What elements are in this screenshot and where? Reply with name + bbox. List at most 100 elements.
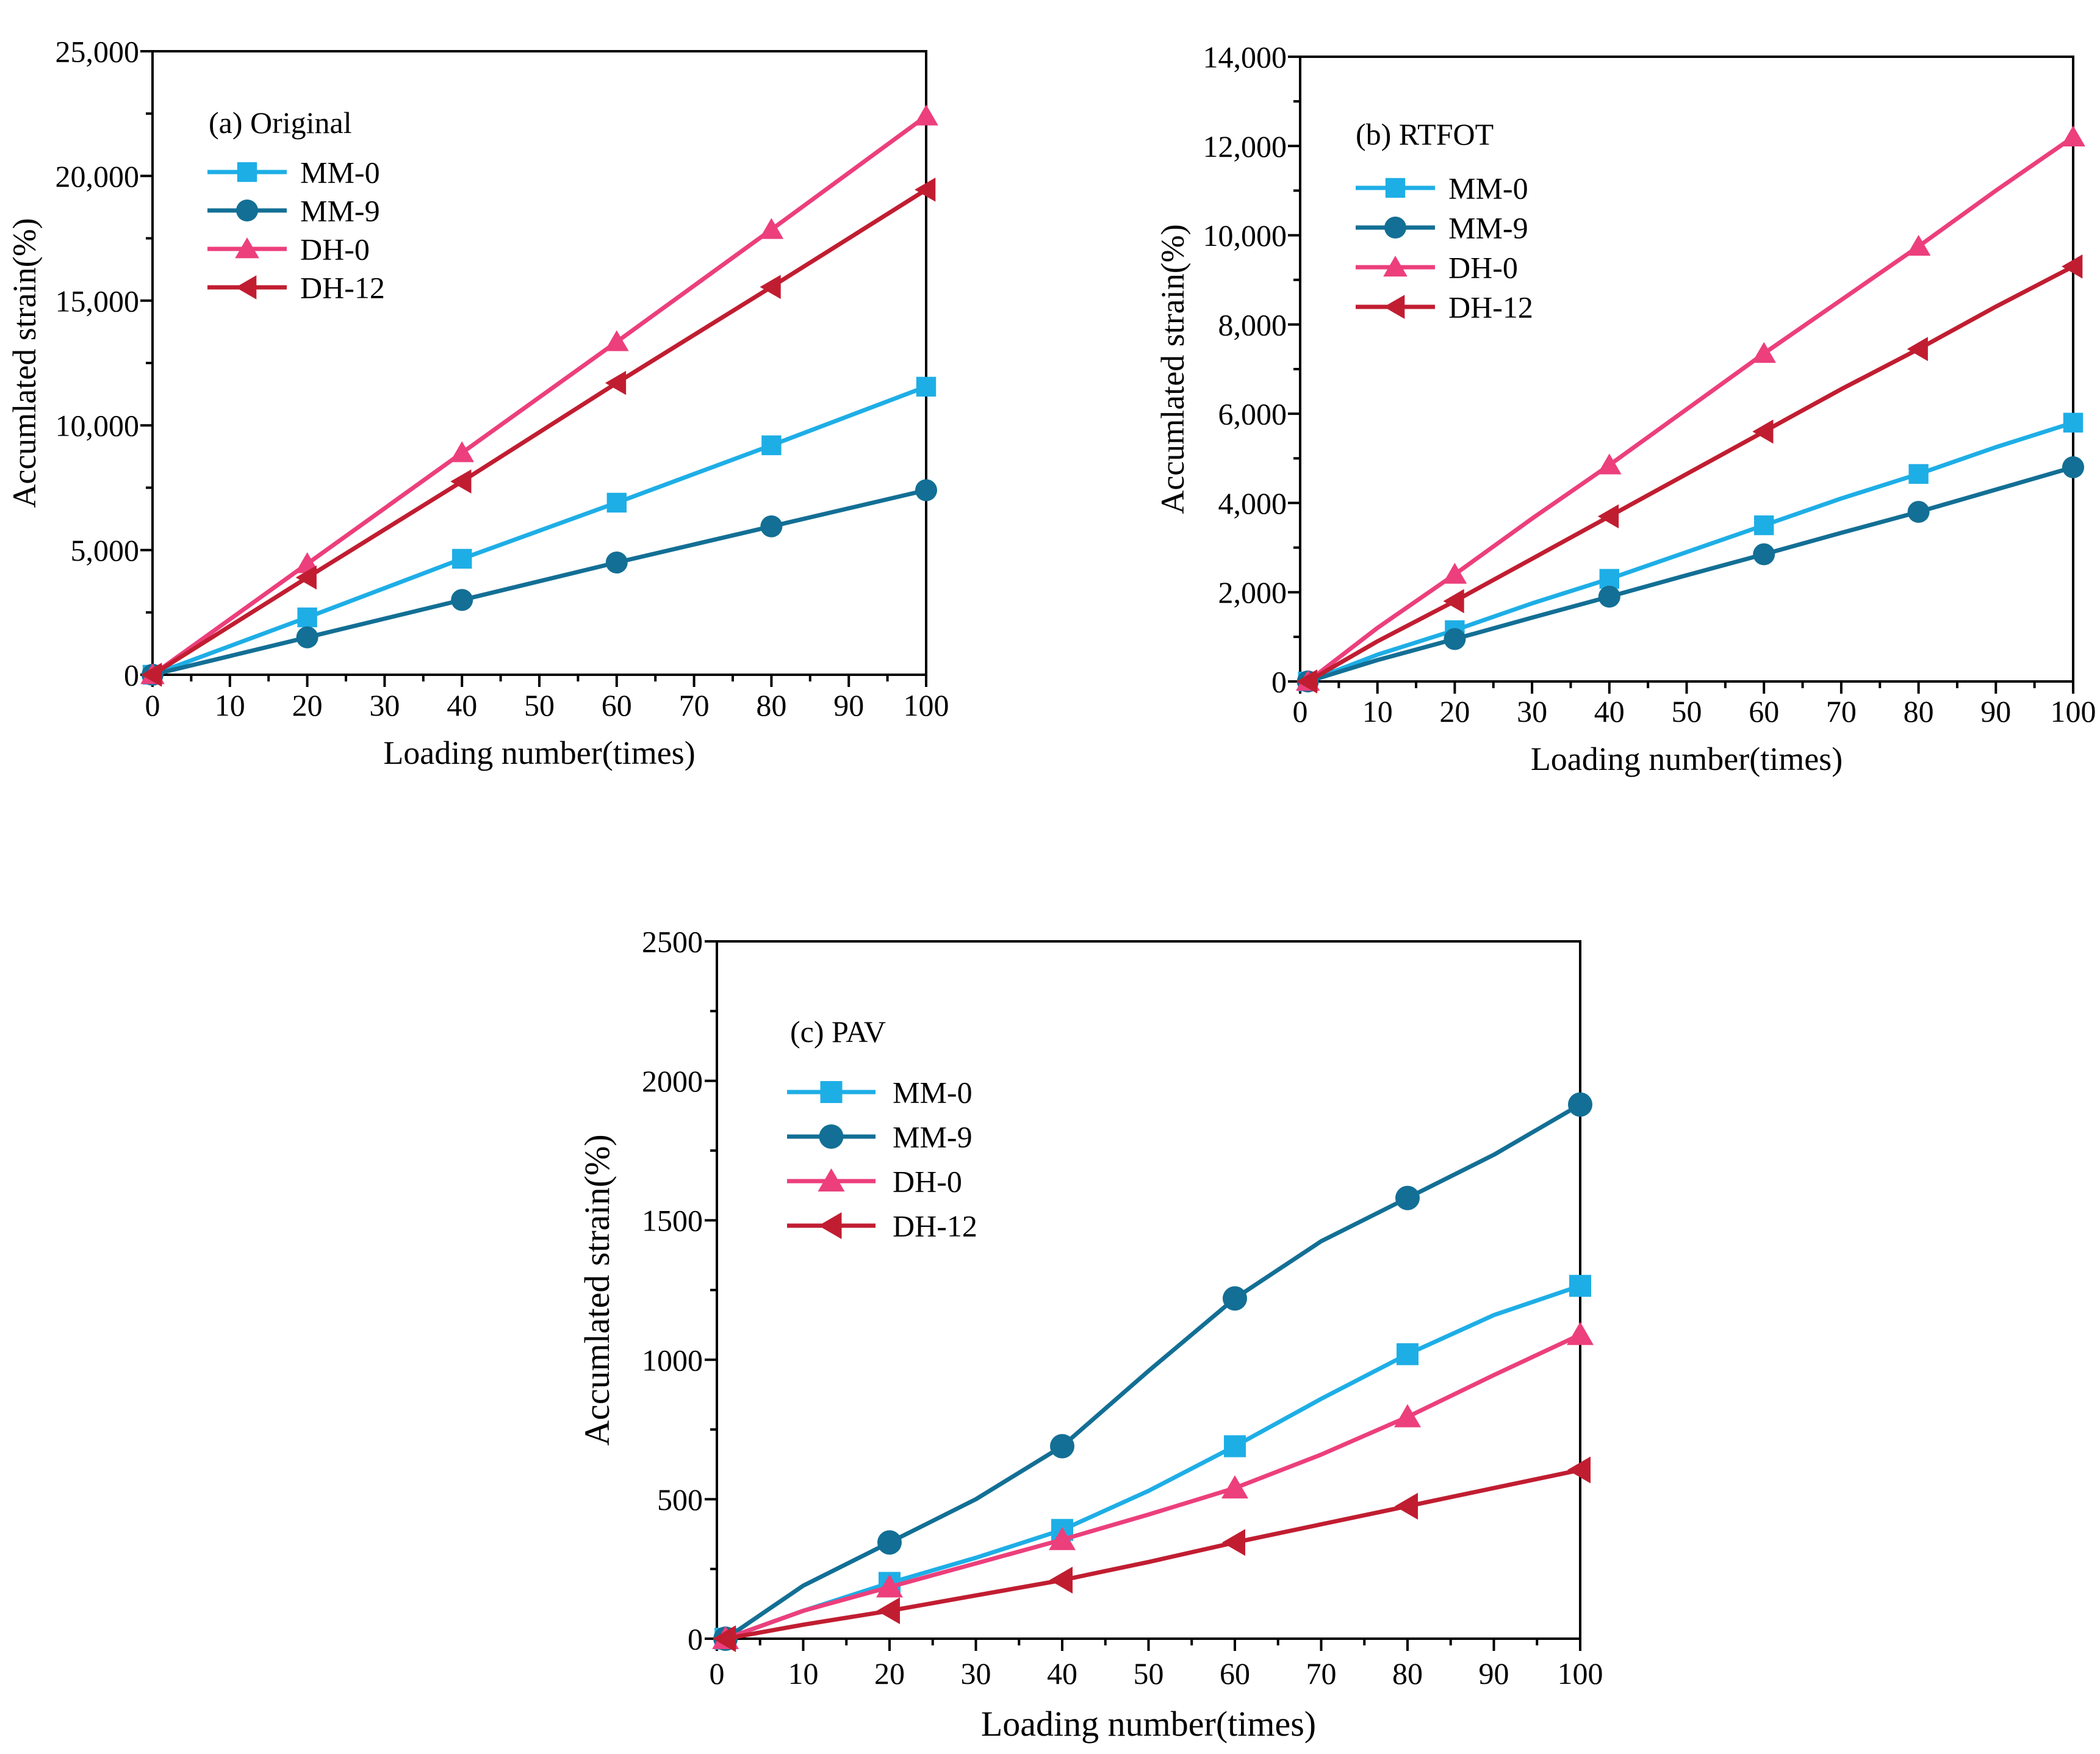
legend-marker-mm-9 (1384, 217, 1406, 239)
legend-label-mm-0: MM-0 (893, 1076, 973, 1110)
y-tick-label: 15,000 (56, 284, 140, 318)
x-tick-label: 60 (1749, 694, 1779, 728)
y-tick-label: 8,000 (1218, 307, 1287, 342)
data-point-dh-0 (1906, 234, 1931, 256)
data-point-mm-9 (1395, 1185, 1420, 1210)
y-tick-label: 25,000 (56, 35, 140, 69)
legend-marker-mm-0 (820, 1081, 843, 1103)
x-tick-label: 20 (874, 1656, 905, 1691)
data-point-dh-12 (141, 663, 162, 687)
x-tick-label: 40 (1594, 694, 1625, 728)
data-point-dh-12 (1443, 589, 1464, 614)
data-point-dh-0 (1442, 563, 1467, 584)
data-point-dh-0 (759, 218, 784, 239)
data-point-dh-0 (876, 1574, 903, 1598)
data-point-mm-9 (605, 552, 628, 574)
series-line-mm-0 (150, 384, 929, 677)
x-axis-label: Loading number(times) (981, 1704, 1316, 1744)
y-tick-label: 0 (1271, 665, 1287, 699)
data-point-mm-0 (297, 607, 317, 628)
x-tick-label: 70 (679, 688, 710, 722)
series-line-dh-0 (1306, 135, 2076, 684)
series-line-dh-12 (150, 187, 929, 677)
x-tick-label: 100 (904, 688, 949, 722)
x-tick-label: 60 (602, 688, 632, 722)
data-point-dh-0 (1752, 342, 1776, 363)
data-point-dh-12 (713, 1625, 736, 1652)
legend-label-dh-0: DH-0 (1448, 251, 1518, 285)
data-point-mm-0 (606, 492, 627, 513)
x-tick-label: 50 (1134, 1656, 1164, 1691)
x-tick-label: 10 (215, 688, 245, 722)
data-point-dh-0 (914, 104, 938, 126)
legend-label-mm-0: MM-0 (300, 156, 380, 190)
data-point-mm-9 (451, 589, 473, 611)
data-point-dh-12 (760, 275, 781, 300)
data-point-mm-9 (915, 479, 937, 501)
data-point-mm-9 (1050, 1434, 1074, 1459)
data-point-dh-0 (1049, 1526, 1076, 1550)
y-tick-label: 1500 (642, 1204, 703, 1238)
data-point-mm-0 (1397, 1343, 1419, 1365)
data-point-dh-0 (450, 441, 474, 462)
x-tick-label: 30 (369, 688, 400, 722)
x-tick-label: 30 (1517, 694, 1547, 728)
x-tick-label: 80 (756, 688, 786, 722)
data-point-mm-0 (1599, 569, 1619, 589)
legend-label-dh-12: DH-12 (893, 1209, 977, 1243)
data-point-mm-0 (1569, 1274, 1591, 1297)
y-axis-label: Accumlated strain(%) (6, 218, 43, 508)
y-tick-label: 5,000 (71, 533, 140, 567)
x-tick-label: 0 (710, 1656, 725, 1691)
data-point-dh-12 (1597, 504, 1619, 529)
x-tick-label: 30 (961, 1656, 991, 1691)
series-line-mm-9 (723, 1102, 1583, 1641)
x-tick-label: 80 (1392, 1656, 1423, 1691)
data-point-mm-0 (916, 376, 937, 397)
data-point-mm-9 (877, 1530, 902, 1555)
panel-label: (b) RTFOT (1356, 117, 1494, 151)
data-point-mm-0 (1908, 464, 1929, 484)
data-point-dh-0 (1567, 1321, 1594, 1345)
y-tick-label: 0 (688, 1622, 703, 1656)
legend-label-dh-12: DH-12 (300, 271, 385, 305)
series-line-mm-9 (1306, 465, 2076, 684)
data-point-mm-9 (760, 515, 783, 537)
y-tick-label: 10,000 (1203, 218, 1287, 253)
data-point-dh-12 (605, 370, 627, 395)
legend-marker-mm-0 (1385, 178, 1406, 198)
legend-marker-dh-0 (235, 237, 259, 259)
y-tick-label: 14,000 (1203, 40, 1287, 74)
y-tick-label: 4,000 (1218, 486, 1287, 520)
data-point-dh-12 (2062, 254, 2083, 279)
x-tick-label: 50 (524, 688, 555, 722)
chart-panel-rtfot: 0 10 20 30 40 50 60 70 80 90 100 0 2,000 4,000 6,000 8,… (1154, 40, 2096, 778)
x-tick-label: 90 (1980, 694, 2011, 728)
legend-label-mm-9: MM-9 (1448, 211, 1528, 245)
data-point-dh-12 (1907, 337, 1928, 361)
legend-marker-mm-0 (237, 162, 257, 182)
x-tick-label: 40 (1047, 1656, 1077, 1691)
x-tick-label: 70 (1826, 694, 1857, 728)
x-tick-label: 80 (1904, 694, 1934, 728)
data-point-dh-0 (2061, 125, 2085, 146)
legend-label-dh-0: DH-0 (300, 232, 370, 267)
legend-marker-dh-12 (236, 275, 257, 300)
data-point-mm-0 (1754, 515, 1774, 536)
series-line-mm-9 (150, 488, 929, 677)
legend-marker-dh-12 (818, 1212, 842, 1239)
data-point-dh-12 (295, 565, 317, 590)
series-line-mm-0 (1306, 420, 2076, 684)
x-tick-label: 60 (1220, 1656, 1250, 1691)
data-point-mm-9 (1598, 586, 1620, 608)
data-point-dh-0 (1221, 1475, 1248, 1499)
series-line-dh-12 (1306, 264, 2076, 684)
x-tick-label: 0 (145, 688, 160, 722)
x-tick-label: 90 (1479, 1656, 1509, 1691)
data-point-dh-0 (1394, 1404, 1421, 1428)
data-point-mm-9 (1753, 543, 1775, 566)
data-point-dh-12 (1222, 1529, 1245, 1556)
x-tick-label: 10 (1362, 694, 1393, 728)
chart-panel-original: 0 10 20 30 40 50 60 70 80 90 100 0 5,000 10,000 15,000… (6, 35, 949, 772)
y-tick-label: 2000 (642, 1064, 703, 1098)
